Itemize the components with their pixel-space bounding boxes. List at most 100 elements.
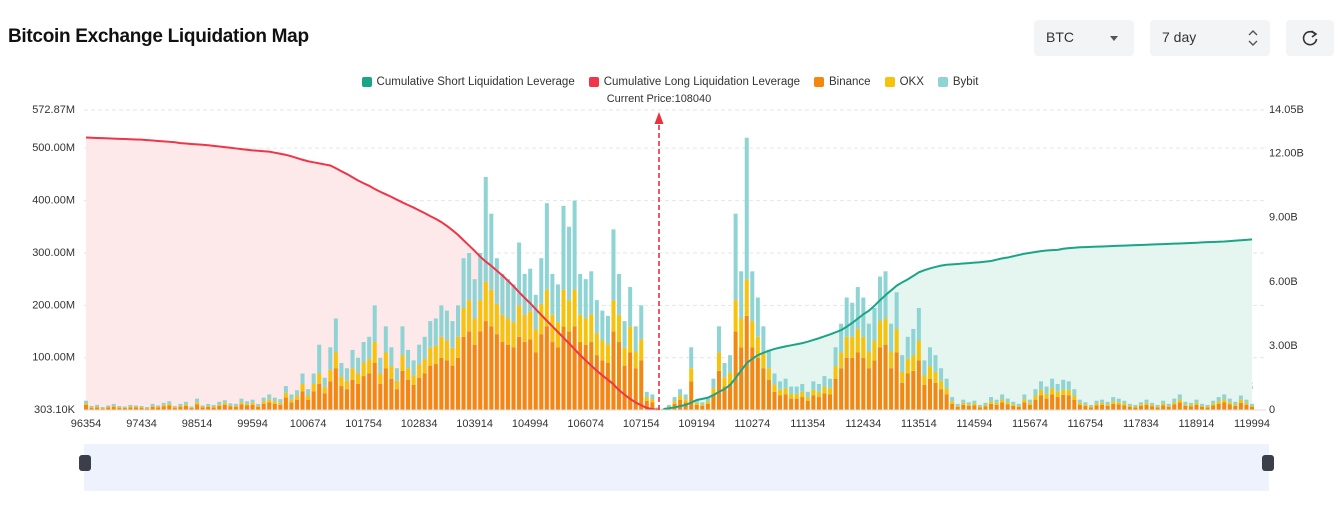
bar xyxy=(350,368,355,380)
bar xyxy=(339,376,344,387)
bar xyxy=(1222,399,1227,403)
refresh-button[interactable] xyxy=(1286,20,1334,56)
bar xyxy=(933,355,938,372)
bar xyxy=(739,271,744,319)
bar xyxy=(122,406,127,408)
bar xyxy=(983,404,988,407)
x-tick-label: 113514 xyxy=(901,418,937,430)
coin-select[interactable]: BTC xyxy=(1034,20,1134,56)
bar xyxy=(217,404,222,406)
bar xyxy=(528,268,533,312)
bar xyxy=(672,403,677,410)
bar xyxy=(1122,403,1127,406)
bar xyxy=(561,289,566,327)
bar xyxy=(1150,402,1155,405)
bar xyxy=(167,401,172,404)
bar xyxy=(505,279,510,319)
bar xyxy=(922,360,927,376)
bar xyxy=(961,404,966,410)
bar xyxy=(278,399,283,403)
bar xyxy=(394,380,399,390)
bar xyxy=(189,407,194,409)
x-tick-label: 104994 xyxy=(512,418,549,430)
bar xyxy=(866,368,871,410)
bar xyxy=(794,393,799,399)
bar xyxy=(1227,404,1232,410)
bar xyxy=(89,405,94,408)
bar xyxy=(877,347,882,410)
bar xyxy=(950,403,955,410)
bar xyxy=(472,279,477,319)
bar xyxy=(1161,405,1166,410)
bar xyxy=(961,399,966,403)
bar xyxy=(600,310,605,341)
bar xyxy=(555,347,560,410)
bar xyxy=(344,389,349,410)
y-tick-label: 303.10K xyxy=(34,404,76,416)
bar xyxy=(694,404,699,410)
bar xyxy=(972,405,977,410)
bar xyxy=(167,403,172,406)
bar xyxy=(772,373,777,385)
bar xyxy=(1105,404,1110,406)
bar xyxy=(311,373,316,384)
bar xyxy=(95,404,100,407)
bar xyxy=(633,326,638,352)
bar xyxy=(1072,395,1077,400)
bar xyxy=(1155,407,1160,410)
bar xyxy=(344,380,349,390)
bar xyxy=(789,393,794,399)
x-tick-label: 114594 xyxy=(956,418,992,430)
bar xyxy=(1172,404,1177,410)
legend-item[interactable]: OKX xyxy=(884,76,924,88)
range-slider[interactable] xyxy=(84,444,1269,491)
bar xyxy=(805,400,810,410)
bar xyxy=(89,408,94,410)
bar xyxy=(356,383,361,410)
bar xyxy=(916,360,921,410)
bar xyxy=(1039,381,1044,390)
bar xyxy=(844,297,849,337)
legend-item[interactable]: Cumulative Long Liquidation Leverage xyxy=(588,76,800,88)
x-tick-label: 117834 xyxy=(1123,418,1159,430)
bar xyxy=(939,368,944,381)
bar xyxy=(866,323,871,352)
bar xyxy=(250,399,255,403)
bar xyxy=(167,405,172,410)
bar xyxy=(228,403,233,406)
y2-tick-label: 12.00B xyxy=(1269,148,1304,160)
bar xyxy=(855,352,860,410)
slider-handle-right[interactable] xyxy=(1262,455,1274,471)
bar xyxy=(1044,386,1049,394)
bar xyxy=(233,403,238,406)
x-tick-label: 107154 xyxy=(623,418,660,430)
bar xyxy=(139,407,144,409)
legend-item[interactable]: Binance xyxy=(814,76,871,88)
bar xyxy=(228,405,233,407)
bar xyxy=(689,368,694,382)
bar xyxy=(411,385,416,410)
bar xyxy=(1022,394,1027,400)
bar xyxy=(1083,402,1088,405)
period-select[interactable]: 7 day xyxy=(1150,20,1270,56)
bar xyxy=(650,399,655,403)
bar xyxy=(111,403,116,406)
y-tick-label: 400.00M xyxy=(32,194,75,206)
legend-swatch xyxy=(884,77,895,87)
bar xyxy=(467,300,472,332)
bar xyxy=(367,336,372,359)
bar xyxy=(245,401,250,404)
bar xyxy=(1088,406,1093,408)
bar xyxy=(428,365,433,410)
bar xyxy=(450,365,455,410)
legend-item[interactable]: Cumulative Short Liquidation Leverage xyxy=(361,76,575,88)
bar xyxy=(350,379,355,410)
bar xyxy=(189,406,194,408)
slider-handle-left[interactable] xyxy=(79,455,91,471)
bar xyxy=(561,326,566,410)
legend-item[interactable]: Bybit xyxy=(937,76,978,88)
bar xyxy=(317,383,322,410)
bar xyxy=(539,334,544,410)
bar xyxy=(583,344,588,410)
